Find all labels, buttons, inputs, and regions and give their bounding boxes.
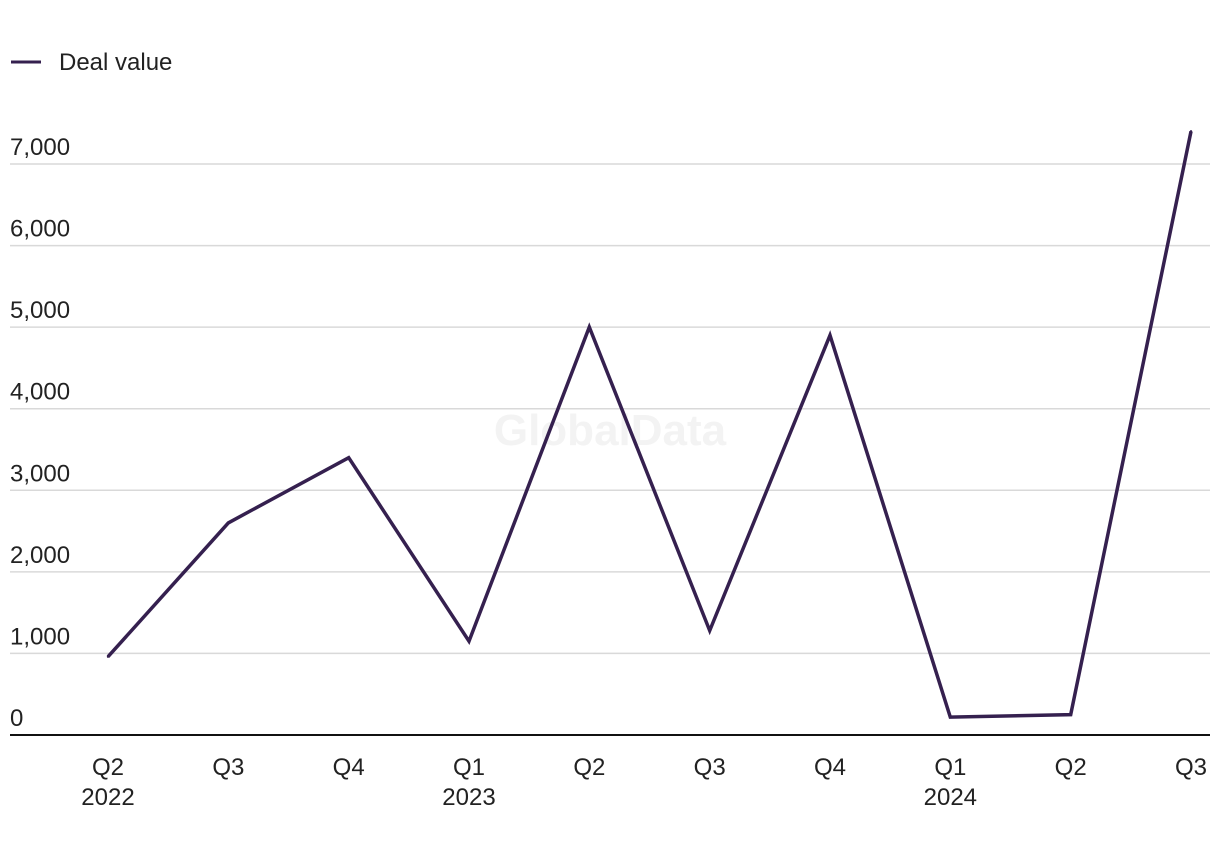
x-tick-label: Q1 (453, 754, 485, 781)
x-tick-year-label: 2024 (924, 784, 977, 811)
x-tick-label: Q2 (92, 754, 124, 781)
x-tick-label: Q4 (333, 754, 365, 781)
data-point (106, 655, 110, 658)
series-lines (106, 130, 1193, 719)
data-point (949, 715, 952, 719)
y-tick-label: 2,000 (10, 542, 70, 569)
series-line-deal-value (106, 131, 1193, 719)
x-tick-label: Q2 (573, 754, 605, 781)
legend: Deal value (11, 49, 172, 76)
x-tick-label: Q4 (814, 754, 846, 781)
y-tick-label: 3,000 (10, 460, 70, 487)
y-tick-label: 1,000 (10, 623, 70, 650)
y-tick-label: 5,000 (10, 297, 70, 324)
x-axis-tick-labels: Q2 2022 Q3 Q4 Q1 2023 Q2 Q3 Q4 Q1 2024 Q2 Q3 (81, 754, 1207, 811)
gridlines (10, 163, 1210, 655)
data-point (467, 639, 471, 643)
x-tick-label: Q1 (934, 754, 966, 781)
x-tick-label: Q3 (212, 754, 244, 781)
x-tick-label: Q2 (1055, 754, 1087, 781)
y-tick-label: 6,000 (10, 216, 70, 243)
x-tick-label: Q3 (694, 754, 726, 781)
data-point (1189, 130, 1193, 133)
x-tick-label: Q3 (1175, 754, 1207, 781)
data-point (828, 334, 832, 337)
y-tick-label: 4,000 (10, 379, 70, 406)
y-tick-label: 0 (10, 705, 23, 732)
data-point (588, 325, 591, 329)
x-tick-year-label: 2023 (442, 784, 495, 811)
data-point (1069, 713, 1072, 716)
x-tick-year-label: 2022 (81, 784, 134, 811)
data-point (347, 456, 350, 459)
watermark: GlobalData (494, 406, 727, 455)
data-point (227, 521, 230, 525)
y-tick-label: 7,000 (10, 134, 70, 161)
data-point (708, 629, 711, 632)
legend-label-deal-value: Deal value (59, 49, 172, 76)
y-axis-tick-labels: 0 1,000 2,000 3,000 4,000 5,000 6,000 7,000 (10, 134, 70, 732)
